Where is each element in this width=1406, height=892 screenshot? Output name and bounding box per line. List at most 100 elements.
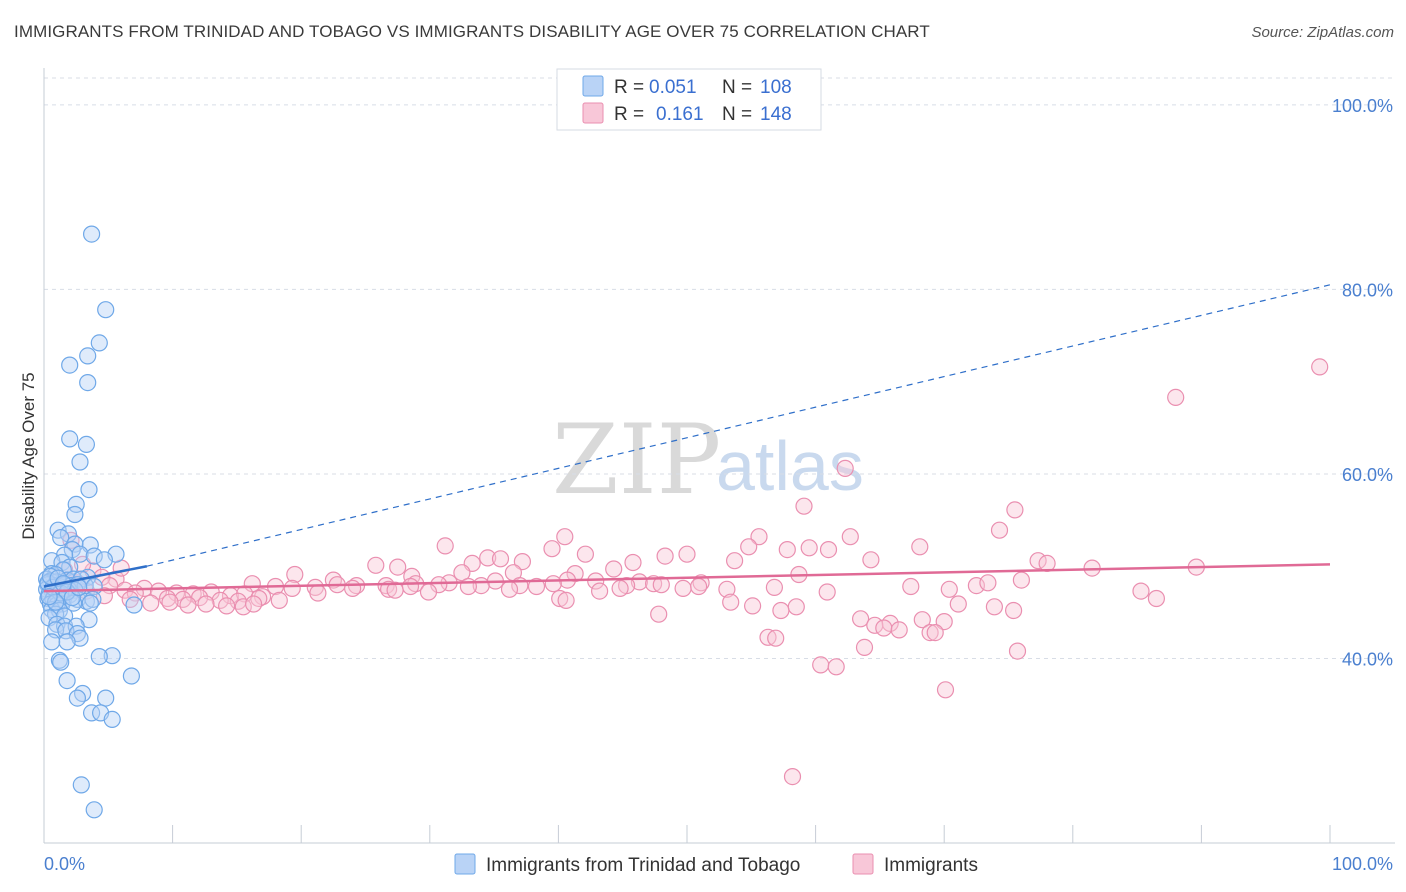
immigrants-point-120 bbox=[936, 681, 955, 699]
legend-top: R = 0.051 N = 108 R = 0.161 N = 148 bbox=[556, 68, 822, 131]
immigrants-point-104 bbox=[1004, 601, 1023, 620]
immigrants-point-4 bbox=[1006, 501, 1024, 519]
legend-bottom-swatch-blue bbox=[454, 853, 476, 875]
immigrants-point-143 bbox=[73, 555, 92, 574]
immigrants-point-61 bbox=[344, 579, 362, 598]
immigrants-point-98 bbox=[743, 597, 762, 615]
immigrants-point-62 bbox=[386, 581, 404, 599]
immigrants-point-24 bbox=[513, 552, 532, 571]
trinidad-point-14 bbox=[52, 528, 70, 547]
legend-r-label-0: R = bbox=[614, 77, 644, 98]
immigrants-point-101 bbox=[772, 601, 790, 620]
immigrants-point-30 bbox=[286, 565, 304, 584]
trinidad-point-18 bbox=[71, 545, 89, 563]
immigrants-point-55 bbox=[689, 577, 708, 596]
immigrants-point-105 bbox=[851, 610, 870, 628]
immigrants-point-0 bbox=[1311, 358, 1329, 376]
y-tick-label-40: 40.0% bbox=[1342, 649, 1393, 669]
immigrants-point-7 bbox=[841, 528, 859, 546]
immigrants-point-26 bbox=[389, 558, 407, 576]
immigrants-point-8 bbox=[750, 528, 768, 546]
immigrants-point-126 bbox=[1147, 589, 1166, 608]
immigrants-point-21 bbox=[725, 552, 744, 570]
immigrants-point-1 bbox=[1167, 388, 1185, 406]
immigrants-point-65 bbox=[611, 579, 629, 598]
immigrants-point-16 bbox=[656, 547, 674, 565]
immigrants-point-20 bbox=[576, 545, 595, 563]
immigrants-point-6 bbox=[556, 528, 574, 546]
immigrants-point-19 bbox=[491, 550, 510, 568]
legend-r-label-1: R = bbox=[614, 104, 644, 125]
trinidad-point-86 bbox=[52, 653, 70, 671]
trinidad-point-84 bbox=[90, 647, 108, 666]
immigrants-point-114 bbox=[855, 638, 874, 657]
trinidad-point-87 bbox=[122, 667, 140, 685]
trinidad-point-94 bbox=[103, 710, 121, 729]
trinidad-point-22 bbox=[95, 551, 114, 569]
immigrants-point-64 bbox=[500, 580, 519, 598]
immigrants-point-87 bbox=[270, 591, 288, 610]
immigrants-point-99 bbox=[650, 605, 668, 623]
trinidad-point-67 bbox=[125, 596, 143, 614]
trinidad-point-96 bbox=[85, 801, 103, 819]
immigrants-point-89 bbox=[161, 593, 179, 611]
trinidad-point-89 bbox=[73, 684, 92, 703]
y-tick-label-80: 80.0% bbox=[1342, 280, 1393, 300]
legend-n-value-0: 108 bbox=[760, 77, 792, 98]
immigrants-point-3 bbox=[795, 497, 813, 515]
immigrants-point-22 bbox=[862, 551, 880, 569]
immigrants-point-28 bbox=[605, 560, 623, 578]
immigrants-point-91 bbox=[197, 595, 215, 613]
immigrants-point-25 bbox=[367, 556, 385, 574]
trend-lines bbox=[43, 284, 1331, 593]
trinidad-point-2 bbox=[90, 334, 108, 352]
y-axis-title: Disability Age Over 75 bbox=[19, 372, 38, 539]
axes bbox=[43, 68, 1395, 844]
immigrants-point-17 bbox=[678, 545, 696, 563]
immigrants-point-68 bbox=[718, 580, 736, 598]
trinidad-point-7 bbox=[77, 435, 96, 453]
trinidad-trend-line bbox=[43, 564, 148, 588]
immigrants-point-145 bbox=[309, 584, 327, 602]
immigrants-point-103 bbox=[985, 598, 1004, 616]
trinidad-point-88 bbox=[58, 671, 76, 690]
trinidad-point-80 bbox=[71, 629, 89, 647]
immigrants-point-60 bbox=[401, 577, 420, 596]
watermark: ZIP atlas bbox=[552, 404, 864, 516]
x-tick-label-0: 0.0% bbox=[44, 854, 85, 874]
trinidad-point-5 bbox=[79, 374, 97, 392]
legend-swatch-pink bbox=[582, 102, 604, 124]
trinidad-point-8 bbox=[71, 453, 89, 471]
immigrants-point-58 bbox=[283, 579, 301, 598]
legend-bottom-label-0: Immigrants from Trinidad and Tobago bbox=[486, 855, 800, 876]
immigrants-point-15 bbox=[543, 540, 561, 558]
immigrants-point-14 bbox=[436, 537, 454, 555]
y-tick-label-100: 100.0% bbox=[1332, 96, 1393, 116]
immigrants-point-69 bbox=[765, 578, 784, 597]
immigrants-point-70 bbox=[818, 583, 836, 601]
trinidad-point-107 bbox=[40, 588, 58, 606]
immigrants-point-100 bbox=[787, 598, 805, 616]
trinidad-point-95 bbox=[72, 776, 90, 794]
immigrants-point-119 bbox=[827, 658, 845, 676]
immigrants-point-106 bbox=[913, 611, 931, 629]
immigrants-point-12 bbox=[911, 538, 929, 556]
immigrants-point-95 bbox=[551, 589, 569, 608]
immigrants-point-92 bbox=[218, 597, 236, 615]
immigrants-point-102 bbox=[949, 595, 967, 613]
legend-bottom-swatch-pink bbox=[852, 853, 874, 875]
immigrants-point-66 bbox=[590, 582, 609, 600]
y-tick-labels: 40.0% 60.0% 80.0% 100.0% bbox=[1332, 96, 1393, 670]
trinidad-point-83 bbox=[103, 647, 121, 665]
immigrants-point-18 bbox=[479, 549, 497, 567]
immigrants-point-88 bbox=[142, 594, 160, 612]
immigrants-point-10 bbox=[778, 540, 796, 559]
legend-n-label-0: N = bbox=[722, 77, 752, 98]
immigrants-point-118 bbox=[812, 656, 830, 674]
immigrants-point-147 bbox=[527, 577, 546, 596]
immigrants-point-112 bbox=[921, 623, 939, 642]
legend-n-label-1: N = bbox=[722, 104, 752, 125]
immigrants-point-67 bbox=[674, 579, 692, 598]
trinidad-point-66 bbox=[81, 594, 99, 612]
trinidad-point-4 bbox=[61, 356, 79, 374]
